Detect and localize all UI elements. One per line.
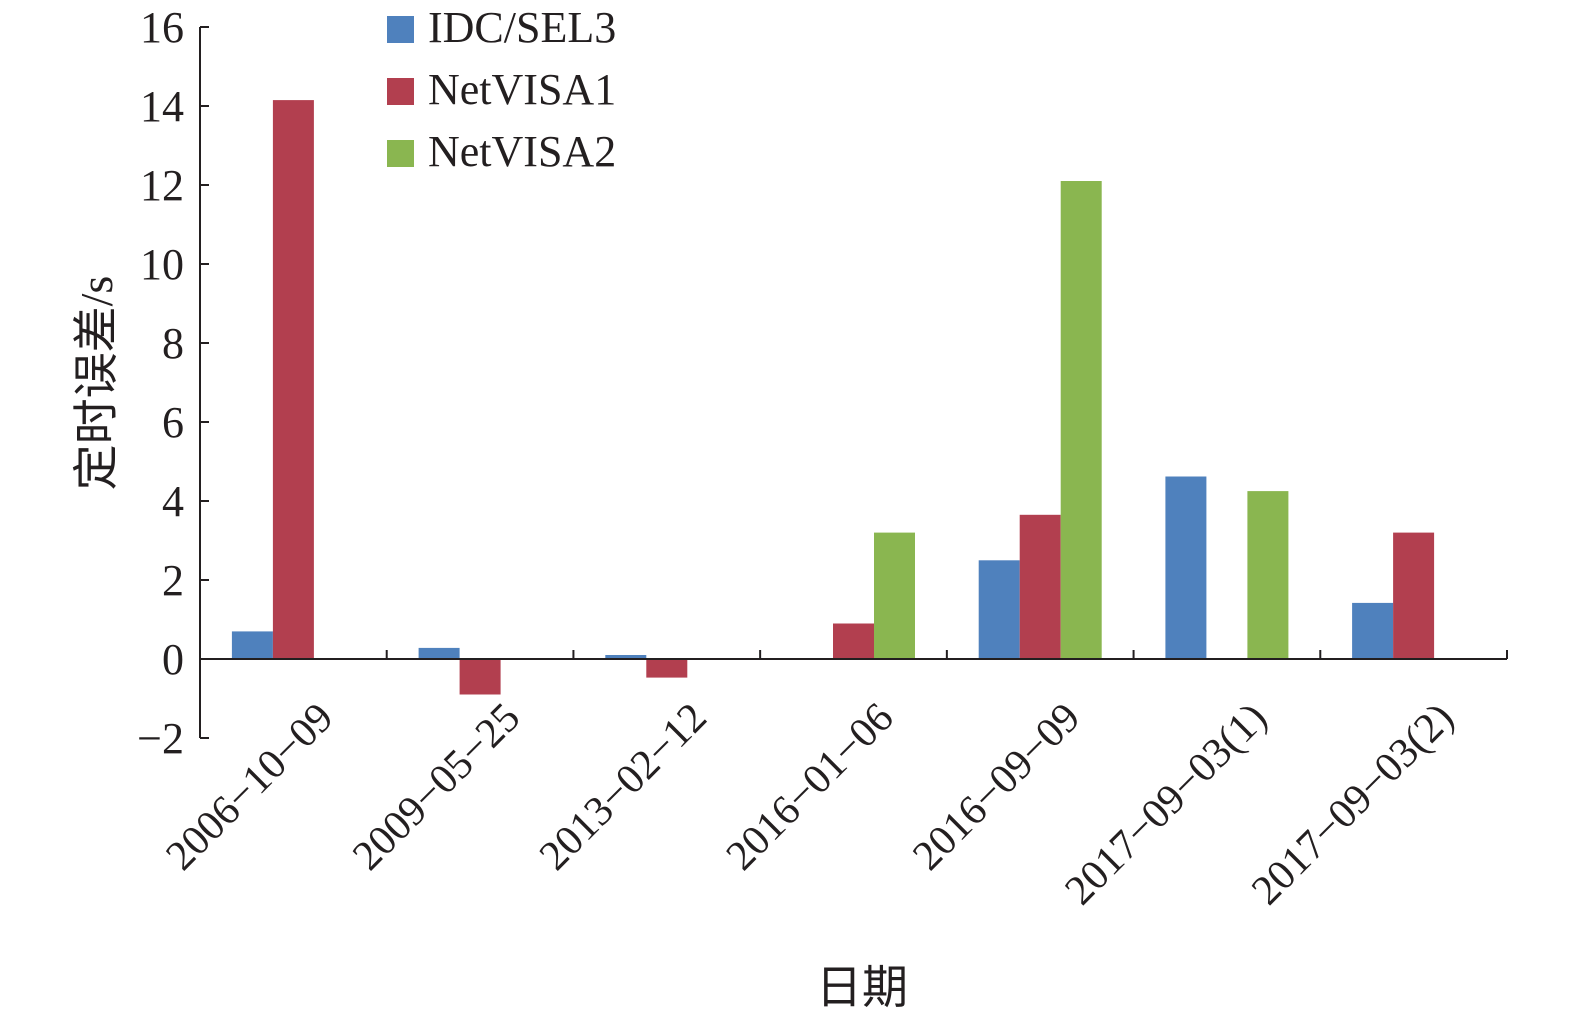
legend-swatch — [387, 140, 414, 167]
y-tick-label: 14 — [140, 82, 184, 131]
y-tick-label: 16 — [140, 3, 184, 52]
bar-netvisa1-5 — [1019, 514, 1061, 659]
x-tick-label: 2017−09−03(2) — [1243, 695, 1462, 914]
x-tick-label: 2013−02−12 — [531, 695, 716, 880]
y-tick-label: 2 — [162, 556, 184, 605]
bar-netvisa1-4 — [833, 623, 874, 659]
bar-idc-sel3-6 — [1165, 476, 1207, 659]
y-tick-label: −2 — [137, 714, 184, 763]
bar-idc-sel3-5 — [978, 560, 1020, 660]
legend-label: IDC/SEL3 — [428, 3, 616, 52]
y-tick-label: 0 — [162, 635, 184, 684]
legend: IDC/SEL3 NetVISA1 NetVISA2 — [387, 3, 616, 176]
x-tick-label: 2016−09−09 — [904, 695, 1089, 880]
bar-idc-sel3-1 — [231, 631, 273, 659]
x-tick-label: 2009−05−25 — [344, 695, 529, 880]
bar-netvisa2-5 — [1060, 181, 1102, 659]
bar-idc-sel3-7 — [1352, 602, 1394, 659]
bar-netvisa2-4 — [874, 532, 915, 659]
bar-netvisa1-3 — [646, 659, 688, 678]
axes: −2 0 2 4 6 8 10 12 14 16 2006−10−09 2009−05−25 2013−… — [137, 3, 1508, 914]
legend-label: NetVISA2 — [428, 127, 616, 176]
bar-idc-sel3-2 — [418, 647, 460, 659]
legend-swatch — [387, 16, 414, 43]
bar-netvisa2-6 — [1247, 491, 1289, 659]
bar-idc-sel3-3 — [605, 655, 647, 659]
y-tick-label: 10 — [140, 240, 184, 289]
y-tick-label: 8 — [162, 319, 184, 368]
y-tick-label: 6 — [162, 398, 184, 447]
x-tick-label: 2016−01−06 — [718, 695, 903, 880]
y-axis-title: 定时误差/s — [71, 276, 122, 491]
bar-netvisa1-2 — [459, 659, 501, 695]
bars — [231, 100, 1435, 695]
x-tick-label: 2006−10−09 — [158, 695, 343, 880]
y-tick-label: 4 — [162, 477, 184, 526]
bar-netvisa1-7 — [1393, 532, 1435, 659]
legend-swatch — [387, 78, 414, 105]
x-axis-title: 日期 — [816, 962, 908, 1013]
y-tick-label: 12 — [140, 161, 184, 210]
legend-label: NetVISA1 — [428, 65, 616, 114]
bar-netvisa1-1 — [272, 100, 314, 660]
